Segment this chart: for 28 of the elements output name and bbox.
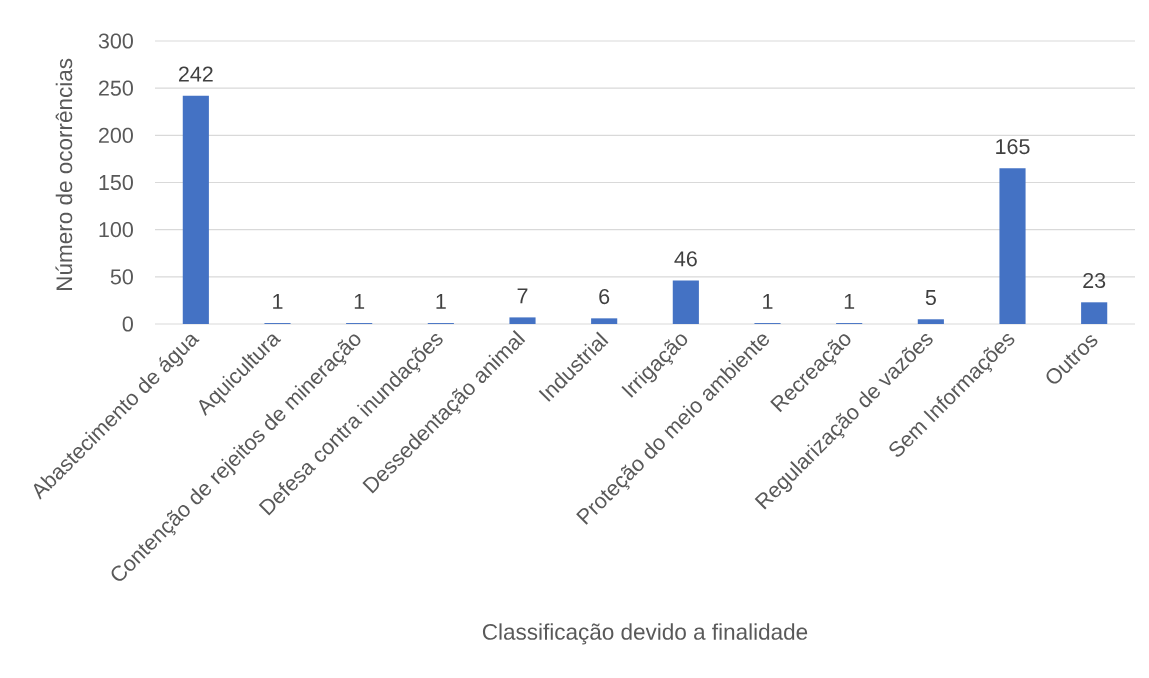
data-label: 242 bbox=[178, 66, 213, 82]
data-label: 1 bbox=[436, 294, 446, 309]
bar bbox=[917, 319, 944, 324]
bar bbox=[1081, 302, 1108, 324]
y-axis-title: Número de ocorrências bbox=[55, 58, 73, 290]
data-label: 7 bbox=[517, 288, 528, 304]
bar bbox=[999, 168, 1026, 324]
y-tick-label: 300 bbox=[98, 33, 133, 49]
bar bbox=[591, 318, 618, 324]
y-tick-label: 150 bbox=[99, 174, 133, 191]
data-label: 1 bbox=[273, 294, 283, 309]
data-label: 6 bbox=[599, 288, 610, 305]
bar bbox=[509, 317, 536, 324]
data-label: 23 bbox=[1083, 272, 1106, 289]
data-label: 46 bbox=[674, 251, 697, 267]
data-label: 1 bbox=[844, 294, 855, 309]
y-tick-label: 200 bbox=[99, 127, 133, 143]
bar bbox=[182, 95, 209, 324]
data-label: 1 bbox=[354, 294, 365, 309]
bar bbox=[672, 280, 699, 324]
data-label: 165 bbox=[996, 138, 1030, 155]
x-axis-title: Classificação devido a finalidade bbox=[482, 623, 808, 645]
y-tick-label: 0 bbox=[122, 316, 133, 332]
y-tick-label: 50 bbox=[110, 269, 133, 285]
y-tick-label: 100 bbox=[99, 222, 133, 238]
y-tick-label: 250 bbox=[99, 80, 133, 96]
data-label: 1 bbox=[763, 294, 773, 309]
data-label: 5 bbox=[925, 290, 936, 306]
